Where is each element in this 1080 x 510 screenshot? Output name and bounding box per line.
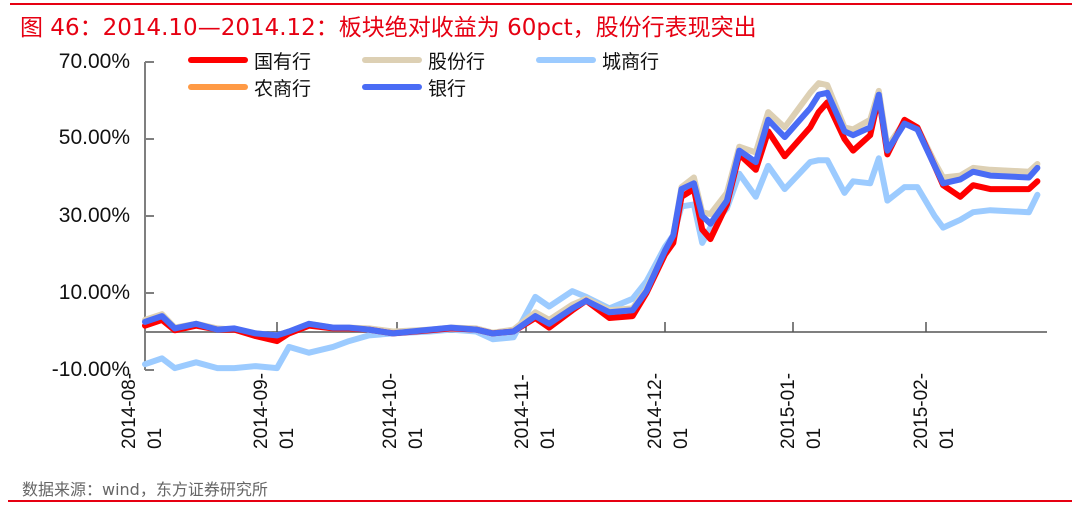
x-tick-line1: 2014-11-: [512, 374, 533, 449]
x-tick-label: 2014-08- 01: [117, 373, 169, 449]
x-tick-line2: 01: [671, 427, 692, 449]
legend-item-state-banks: 国有行: [188, 49, 312, 73]
bottom-rule: [8, 500, 1072, 502]
x-tick-line2: 01: [538, 427, 559, 449]
x-tick-line2: 01: [804, 427, 825, 449]
top-rule: [10, 3, 1072, 5]
x-tick-line1: 2015-02-: [911, 372, 932, 449]
x-tick-label: 2014-09- 01: [249, 373, 301, 449]
x-tick-line1: 2014-09-: [251, 372, 272, 449]
x-tick-line1: 2014-12-: [645, 372, 666, 449]
y-tick-label: -10.00%: [51, 358, 130, 381]
legend-swatch-blue: [362, 84, 422, 90]
legend-swatch-orange: [188, 84, 248, 90]
x-tick-label: 2014-11- 01: [510, 374, 562, 449]
x-tick-label: 2014-12- 01: [643, 373, 695, 449]
x-tick-line2: 01: [937, 427, 958, 449]
figure-title: 图 46：2014.10—2014.12：板块绝对收益为 60pct，股份行表现…: [20, 15, 757, 41]
legend: 国有行 股份行 城商行 农商行 银行: [188, 47, 708, 103]
x-tick-label: 2014-10- 01: [378, 373, 430, 449]
y-tick-label: 50.00%: [58, 126, 130, 149]
legend-label: 股份行: [428, 50, 486, 73]
legend-label: 银行: [428, 77, 467, 100]
x-tick-label: 2015-01- 01: [776, 373, 828, 449]
x-tick-line1: 2014-08-: [119, 372, 140, 449]
series-banks: [142, 89, 1041, 339]
x-tick-line1: 2015-01-: [778, 372, 799, 449]
y-tick-label: 10.00%: [58, 281, 130, 304]
legend-swatch-beige: [362, 57, 422, 63]
x-tick-line2: 01: [145, 427, 166, 449]
legend-label: 农商行: [254, 77, 312, 100]
data-source-note: 数据来源：wind，东方证券研究所: [22, 480, 268, 499]
y-tick-label: 70.00%: [58, 50, 130, 73]
legend-item-banks: 银行: [362, 76, 467, 100]
legend-swatch-light-blue: [536, 57, 596, 63]
x-tick-line2: 01: [277, 427, 298, 449]
legend-label: 国有行: [254, 50, 312, 73]
legend-label: 城商行: [602, 50, 660, 73]
legend-swatch-red: [188, 57, 248, 63]
x-tick-line2: 01: [406, 427, 427, 449]
legend-item-joint-stock-banks: 股份行: [362, 49, 486, 73]
x-tick-label: 2015-02- 01: [909, 373, 961, 449]
series-lines: [142, 80, 1041, 372]
axes: [144, 61, 1047, 371]
x-tick-line1: 2014-10-: [380, 372, 401, 449]
legend-item-rural-banks: 农商行: [188, 76, 312, 100]
legend-item-city-banks: 城商行: [536, 49, 660, 73]
y-tick-marks: [145, 61, 154, 371]
y-tick-label: 30.00%: [58, 204, 130, 227]
